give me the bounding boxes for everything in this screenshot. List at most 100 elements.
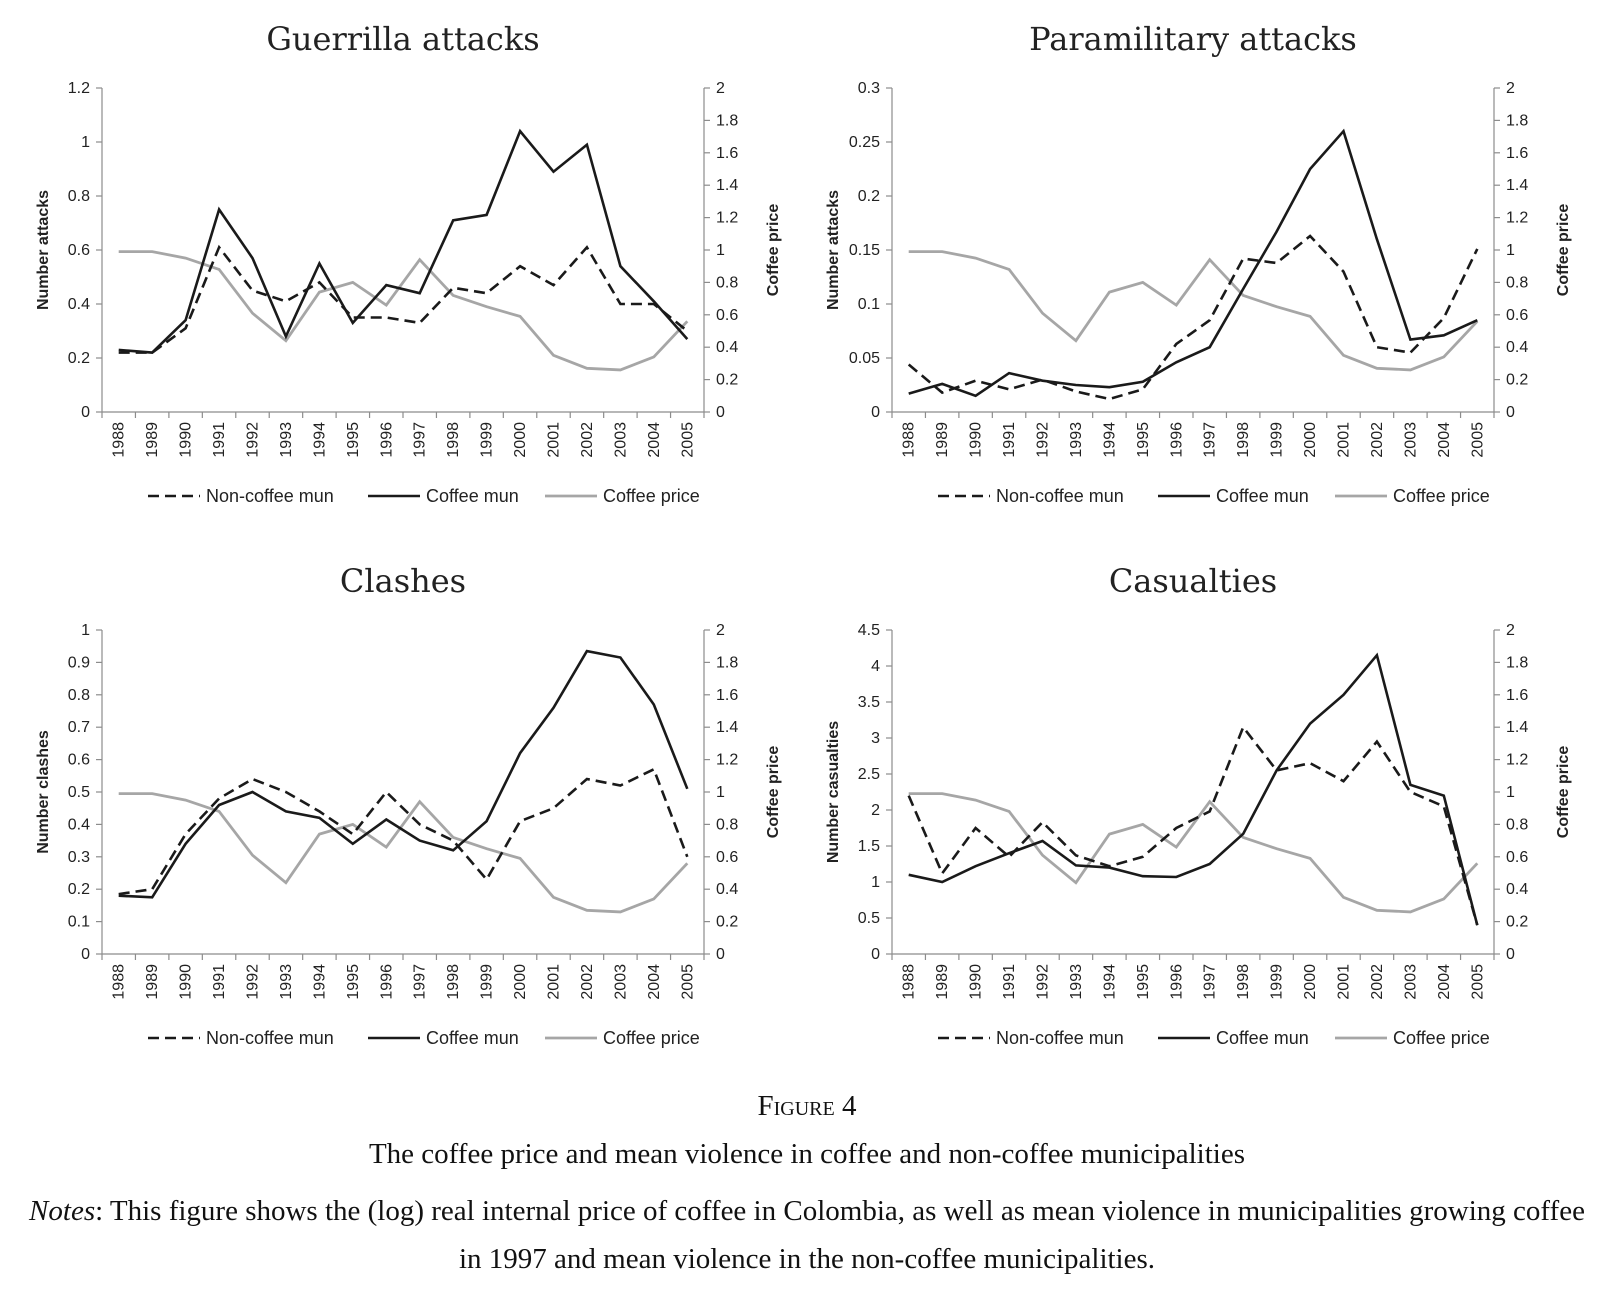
left-tick-label: 0.5	[68, 784, 90, 801]
x-tick-label: 1991	[211, 422, 228, 458]
legend-label-non-coffee-mun: Non-coffee mun	[996, 1028, 1124, 1048]
chart-svg: Clashes 0 0.1 0.2 0.3 0.4 0.5 0.6 0.7 0.8 0.9 1 0 0.2…	[35, 562, 782, 1048]
x-tick-label: 1992	[245, 964, 262, 1000]
left-tick-label: 2	[871, 802, 880, 819]
right-tick-label: 0	[1506, 404, 1515, 421]
right-tick-label: 1.2	[1506, 752, 1528, 769]
left-tick-label: 0	[81, 946, 90, 963]
x-tick-label: 2001	[546, 422, 563, 458]
right-tick-label: 0.4	[716, 339, 738, 356]
right-tick-label: 1.8	[1506, 112, 1528, 129]
right-tick-label: 0.6	[716, 307, 738, 324]
x-tick-label: 1989	[144, 422, 161, 458]
x-tick-label: 1995	[345, 422, 362, 458]
x-tick-label: 1990	[968, 422, 985, 458]
x-tick-label: 1994	[1101, 422, 1118, 458]
x-tick-label: 1991	[1001, 422, 1018, 458]
right-tick-label: 1.4	[716, 177, 738, 194]
x-tick-label: 2000	[1302, 422, 1319, 458]
x-tick-label: 2004	[1436, 964, 1453, 1000]
left-tick-label: 0	[871, 404, 880, 421]
x-tick-label: 1998	[445, 964, 462, 1000]
x-tick-label: 1996	[378, 964, 395, 1000]
left-tick-label: 0.6	[68, 242, 90, 259]
x-tick-label: 1994	[1101, 964, 1118, 1000]
legend-label-coffee-price: Coffee price	[1393, 486, 1490, 506]
x-tick-label: 2003	[612, 422, 629, 458]
legend-label-coffee-price: Coffee price	[603, 486, 700, 506]
x-tick-label: 2004	[1436, 422, 1453, 458]
x-tick-label: 1989	[934, 964, 951, 1000]
x-tick-label: 2005	[679, 964, 696, 1000]
x-tick-label: 1991	[1001, 964, 1018, 1000]
right-tick-label: 1.4	[1506, 719, 1528, 736]
x-tick-label: 1988	[111, 422, 128, 458]
chart-title: Paramilitary attacks	[1029, 20, 1357, 58]
left-tick-label: 1	[81, 134, 90, 151]
figure-title: The coffee price and mean violence in co…	[368, 1138, 1246, 1170]
left-tick-label: 0.2	[68, 350, 90, 367]
left-tick-label: 2.5	[858, 766, 880, 783]
left-tick-label: 1.2	[68, 80, 90, 97]
left-tick-label: 1.5	[858, 838, 880, 855]
x-tick-label: 1993	[1068, 964, 1085, 1000]
y2-axis-label: Coffee price	[1555, 746, 1572, 839]
x-tick-label: 1998	[1235, 422, 1252, 458]
x-tick-label: 2005	[1469, 422, 1486, 458]
series-line-non-coffee-mun	[118, 767, 689, 896]
right-tick-label: 0.4	[1506, 881, 1528, 898]
right-tick-label: 0.6	[1506, 849, 1528, 866]
left-tick-label: 3.5	[858, 694, 880, 711]
x-tick-label: 1990	[178, 964, 195, 1000]
right-tick-label: 0.2	[716, 372, 738, 389]
left-tick-label: 1	[81, 622, 90, 639]
x-tick-label: 2003	[1402, 422, 1419, 458]
legend-label-non-coffee-mun: Non-coffee mun	[206, 486, 334, 506]
left-tick-label: 1	[871, 874, 880, 891]
right-tick-label: 1.6	[1506, 687, 1528, 704]
right-tick-label: 2	[716, 622, 725, 639]
series-line-coffee-mun	[118, 649, 689, 899]
y2-axis-label: Coffee price	[1555, 204, 1572, 297]
right-tick-label: 1.6	[1506, 145, 1528, 162]
y-axis-label: Number attacks	[35, 190, 52, 310]
right-tick-label: 1.8	[716, 654, 738, 671]
x-tick-label: 1997	[1202, 964, 1219, 1000]
left-tick-label: 0.5	[858, 910, 880, 927]
left-tick-label: 0.9	[68, 654, 90, 671]
notes-label: Notes	[29, 1195, 96, 1227]
x-tick-label: 2001	[1336, 964, 1353, 1000]
right-tick-label: 1.8	[1506, 654, 1528, 671]
x-tick-label: 1994	[311, 964, 328, 1000]
chart-clashes: Clashes 0 0.1 0.2 0.3 0.4 0.5 0.6 0.7 0.8 0.9 1 0 0.2…	[10, 552, 810, 1092]
y2-axis-label: Coffee price	[765, 746, 782, 839]
left-tick-label: 0.4	[68, 816, 90, 833]
legend-label-coffee-mun: Coffee mun	[426, 1028, 519, 1048]
figure-label: Figure 4	[757, 1090, 857, 1122]
right-tick-label: 1.2	[1506, 210, 1528, 227]
right-tick-label: 1	[716, 784, 725, 801]
x-tick-label: 1999	[479, 422, 496, 458]
x-tick-label: 1999	[479, 964, 496, 1000]
notes-text: : This figure shows the (log) real inter…	[95, 1195, 1585, 1275]
left-tick-label: 0.3	[68, 849, 90, 866]
x-tick-label: 2002	[579, 964, 596, 1000]
x-tick-label: 2005	[679, 422, 696, 458]
left-tick-label: 0.1	[68, 914, 90, 931]
chart-title: Clashes	[340, 562, 466, 600]
x-tick-label: 2003	[612, 964, 629, 1000]
chart-guerrilla-attacks: Guerrilla attacks 0 0.2 0.4 0.6 0.8 1 1.2 0 0.2 0.…	[10, 10, 810, 550]
series-line-coffee-price	[908, 792, 1479, 914]
right-tick-label: 0.6	[716, 849, 738, 866]
left-tick-label: 4	[871, 658, 880, 675]
x-tick-label: 1998	[1235, 964, 1252, 1000]
series-line-coffee-price	[118, 250, 689, 372]
x-tick-label: 1997	[1202, 422, 1219, 458]
x-tick-label: 2000	[1302, 964, 1319, 1000]
legend-label-coffee-price: Coffee price	[603, 1028, 700, 1048]
x-tick-label: 1997	[412, 964, 429, 1000]
x-tick-label: 2002	[579, 422, 596, 458]
x-tick-label: 1988	[111, 964, 128, 1000]
x-tick-label: 1990	[178, 422, 195, 458]
legend-label-coffee-price: Coffee price	[1393, 1028, 1490, 1048]
